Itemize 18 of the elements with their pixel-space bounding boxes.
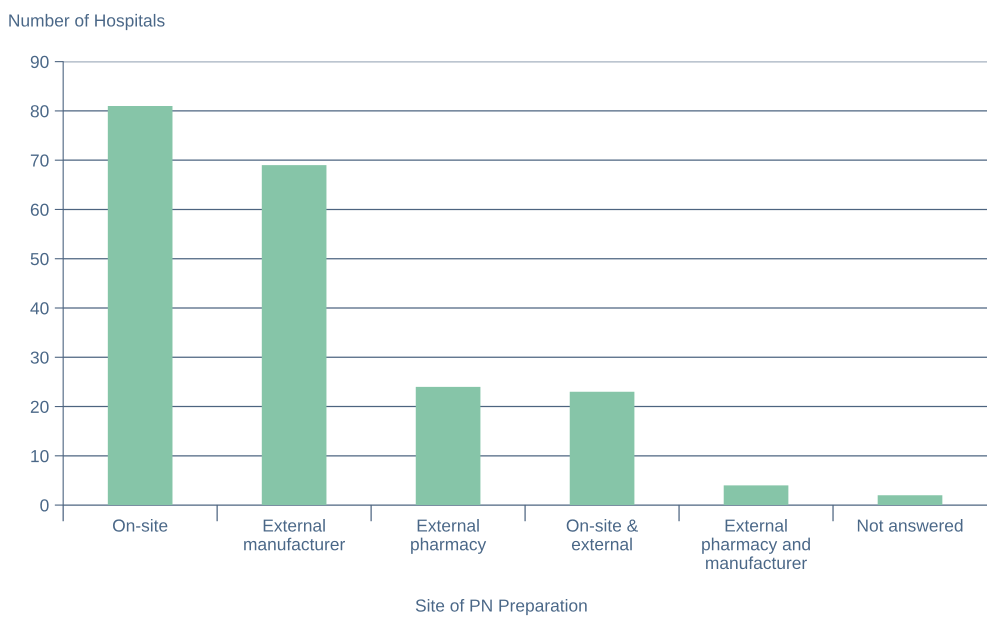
y-tick-label: 60 xyxy=(30,204,49,216)
y-tick-label: 30 xyxy=(30,351,49,364)
x-tick-label: On-site & external xyxy=(566,518,638,550)
x-tick-label: External pharmacy and manufacturer xyxy=(702,518,810,570)
y-tick-label: 0 xyxy=(40,499,49,512)
x-tick-label: External manufacturer xyxy=(244,518,345,550)
y-tick-label: 90 xyxy=(30,56,49,68)
y-tick-label: 20 xyxy=(30,400,49,414)
x-axis-title: Site of PN Preparation xyxy=(416,598,587,616)
y-tick-label: 50 xyxy=(30,252,49,266)
x-tick-label: On-site xyxy=(113,518,168,532)
y-axis-title: Number of Hospitals xyxy=(9,14,165,30)
y-tick-label: 40 xyxy=(30,302,49,314)
y-tick-label: 70 xyxy=(30,154,49,167)
y-tick-label: 80 xyxy=(30,105,49,118)
x-tick-label: External pharmacy xyxy=(411,518,486,554)
y-tick-label: 10 xyxy=(31,450,49,462)
x-tick-label: Not answered xyxy=(858,518,962,532)
